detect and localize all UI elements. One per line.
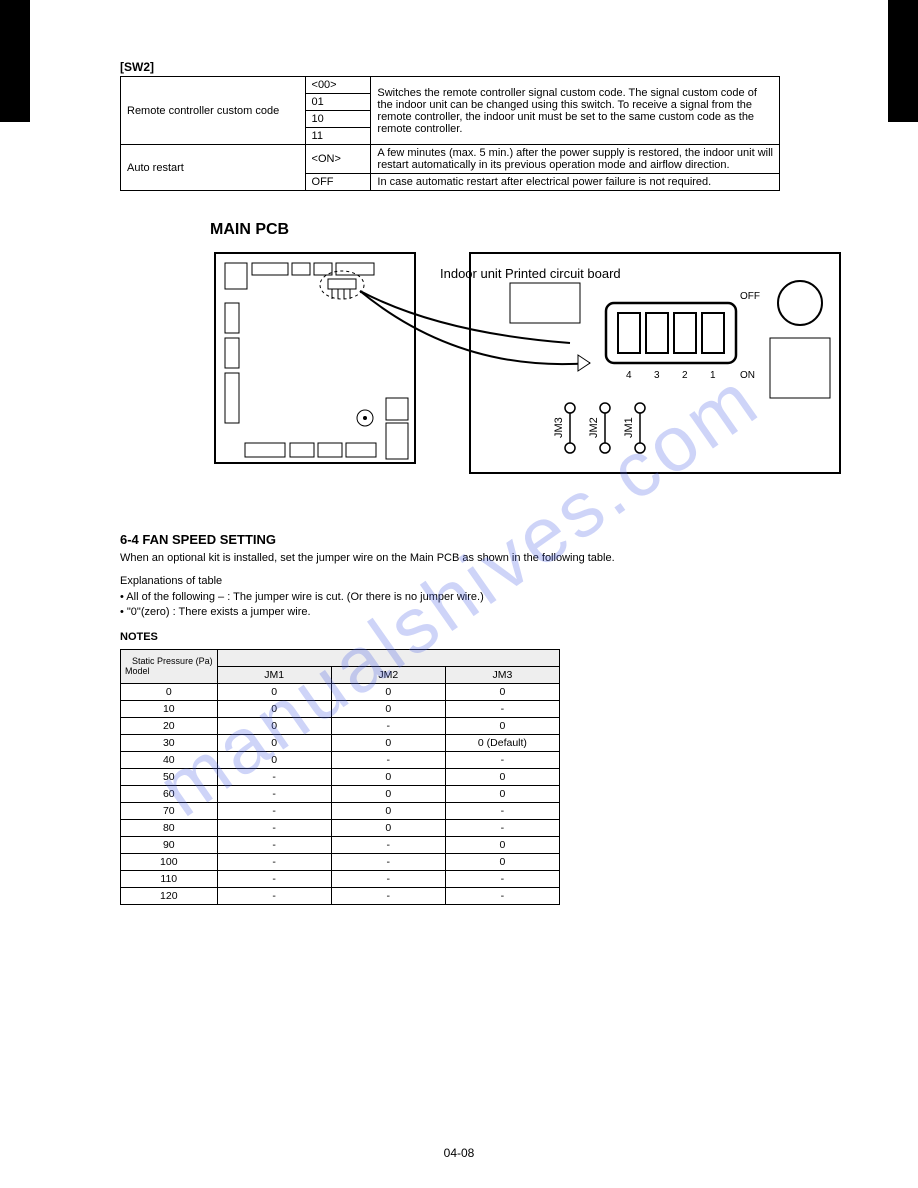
sw-cell-c1-0: Remote controller custom code: [121, 77, 306, 145]
sw-cell-c2-1: 01: [305, 94, 371, 111]
sw-cell-c2-5: OFF: [305, 174, 371, 191]
sw-cell-c2-0: <00>: [305, 77, 371, 94]
jumper-jm2: JM2: [588, 403, 610, 453]
page-number: 04-08: [444, 1146, 475, 1160]
jumper-jm3: JM3: [553, 403, 575, 453]
pcb-title: MAIN PCB: [210, 221, 838, 239]
svg-text:JM1: JM1: [623, 417, 635, 438]
fan-speed-para: When an optional kit is installed, set t…: [120, 551, 760, 566]
pcb-diagram: Indoor unit Printed circuit board OFF ON…: [210, 243, 850, 493]
fan-speed-title: 6-4 FAN SPEED SETTING: [120, 532, 838, 547]
sw-cell-c1-4: Auto restart: [121, 145, 306, 191]
switch-table: Remote controller custom code <00> Switc…: [120, 76, 780, 191]
svg-text:JM3: JM3: [553, 417, 565, 438]
switch-label: [SW2]: [120, 60, 838, 74]
svg-text:4: 4: [626, 370, 632, 381]
svg-text:3: 3: [654, 370, 660, 381]
header-bar-right: [888, 0, 918, 122]
sw-cell-c3-0: Switches the remote controller signal cu…: [371, 77, 780, 145]
fan-speed-explain: Explanations of table• All of the follow…: [120, 574, 760, 620]
jumper-jm1: JM1: [623, 403, 645, 453]
svg-text:OFF: OFF: [740, 291, 760, 302]
fs-header-side: Static Pressure (Pa) Model: [121, 649, 218, 683]
sw-cell-c2-3: 11: [305, 128, 371, 145]
sw-cell-c3-4: A few minutes (max. 5 min.) after the po…: [371, 145, 780, 174]
fan-speed-table: Static Pressure (Pa) Model JM1 JM2 JM3 0…: [120, 649, 560, 905]
svg-text:1: 1: [710, 370, 716, 381]
sw-cell-c2-4: <ON>: [305, 145, 371, 174]
svg-text:JM2: JM2: [588, 417, 600, 438]
notes-label: NOTES: [120, 631, 838, 643]
sw-cell-c2-2: 10: [305, 111, 371, 128]
svg-text:ON: ON: [740, 370, 755, 381]
header-bar-left: [0, 0, 30, 122]
callout-label: Indoor unit Printed circuit board: [440, 266, 621, 281]
sw-cell-c3-5: In case automatic restart after electric…: [371, 174, 780, 191]
svg-text:2: 2: [682, 370, 688, 381]
